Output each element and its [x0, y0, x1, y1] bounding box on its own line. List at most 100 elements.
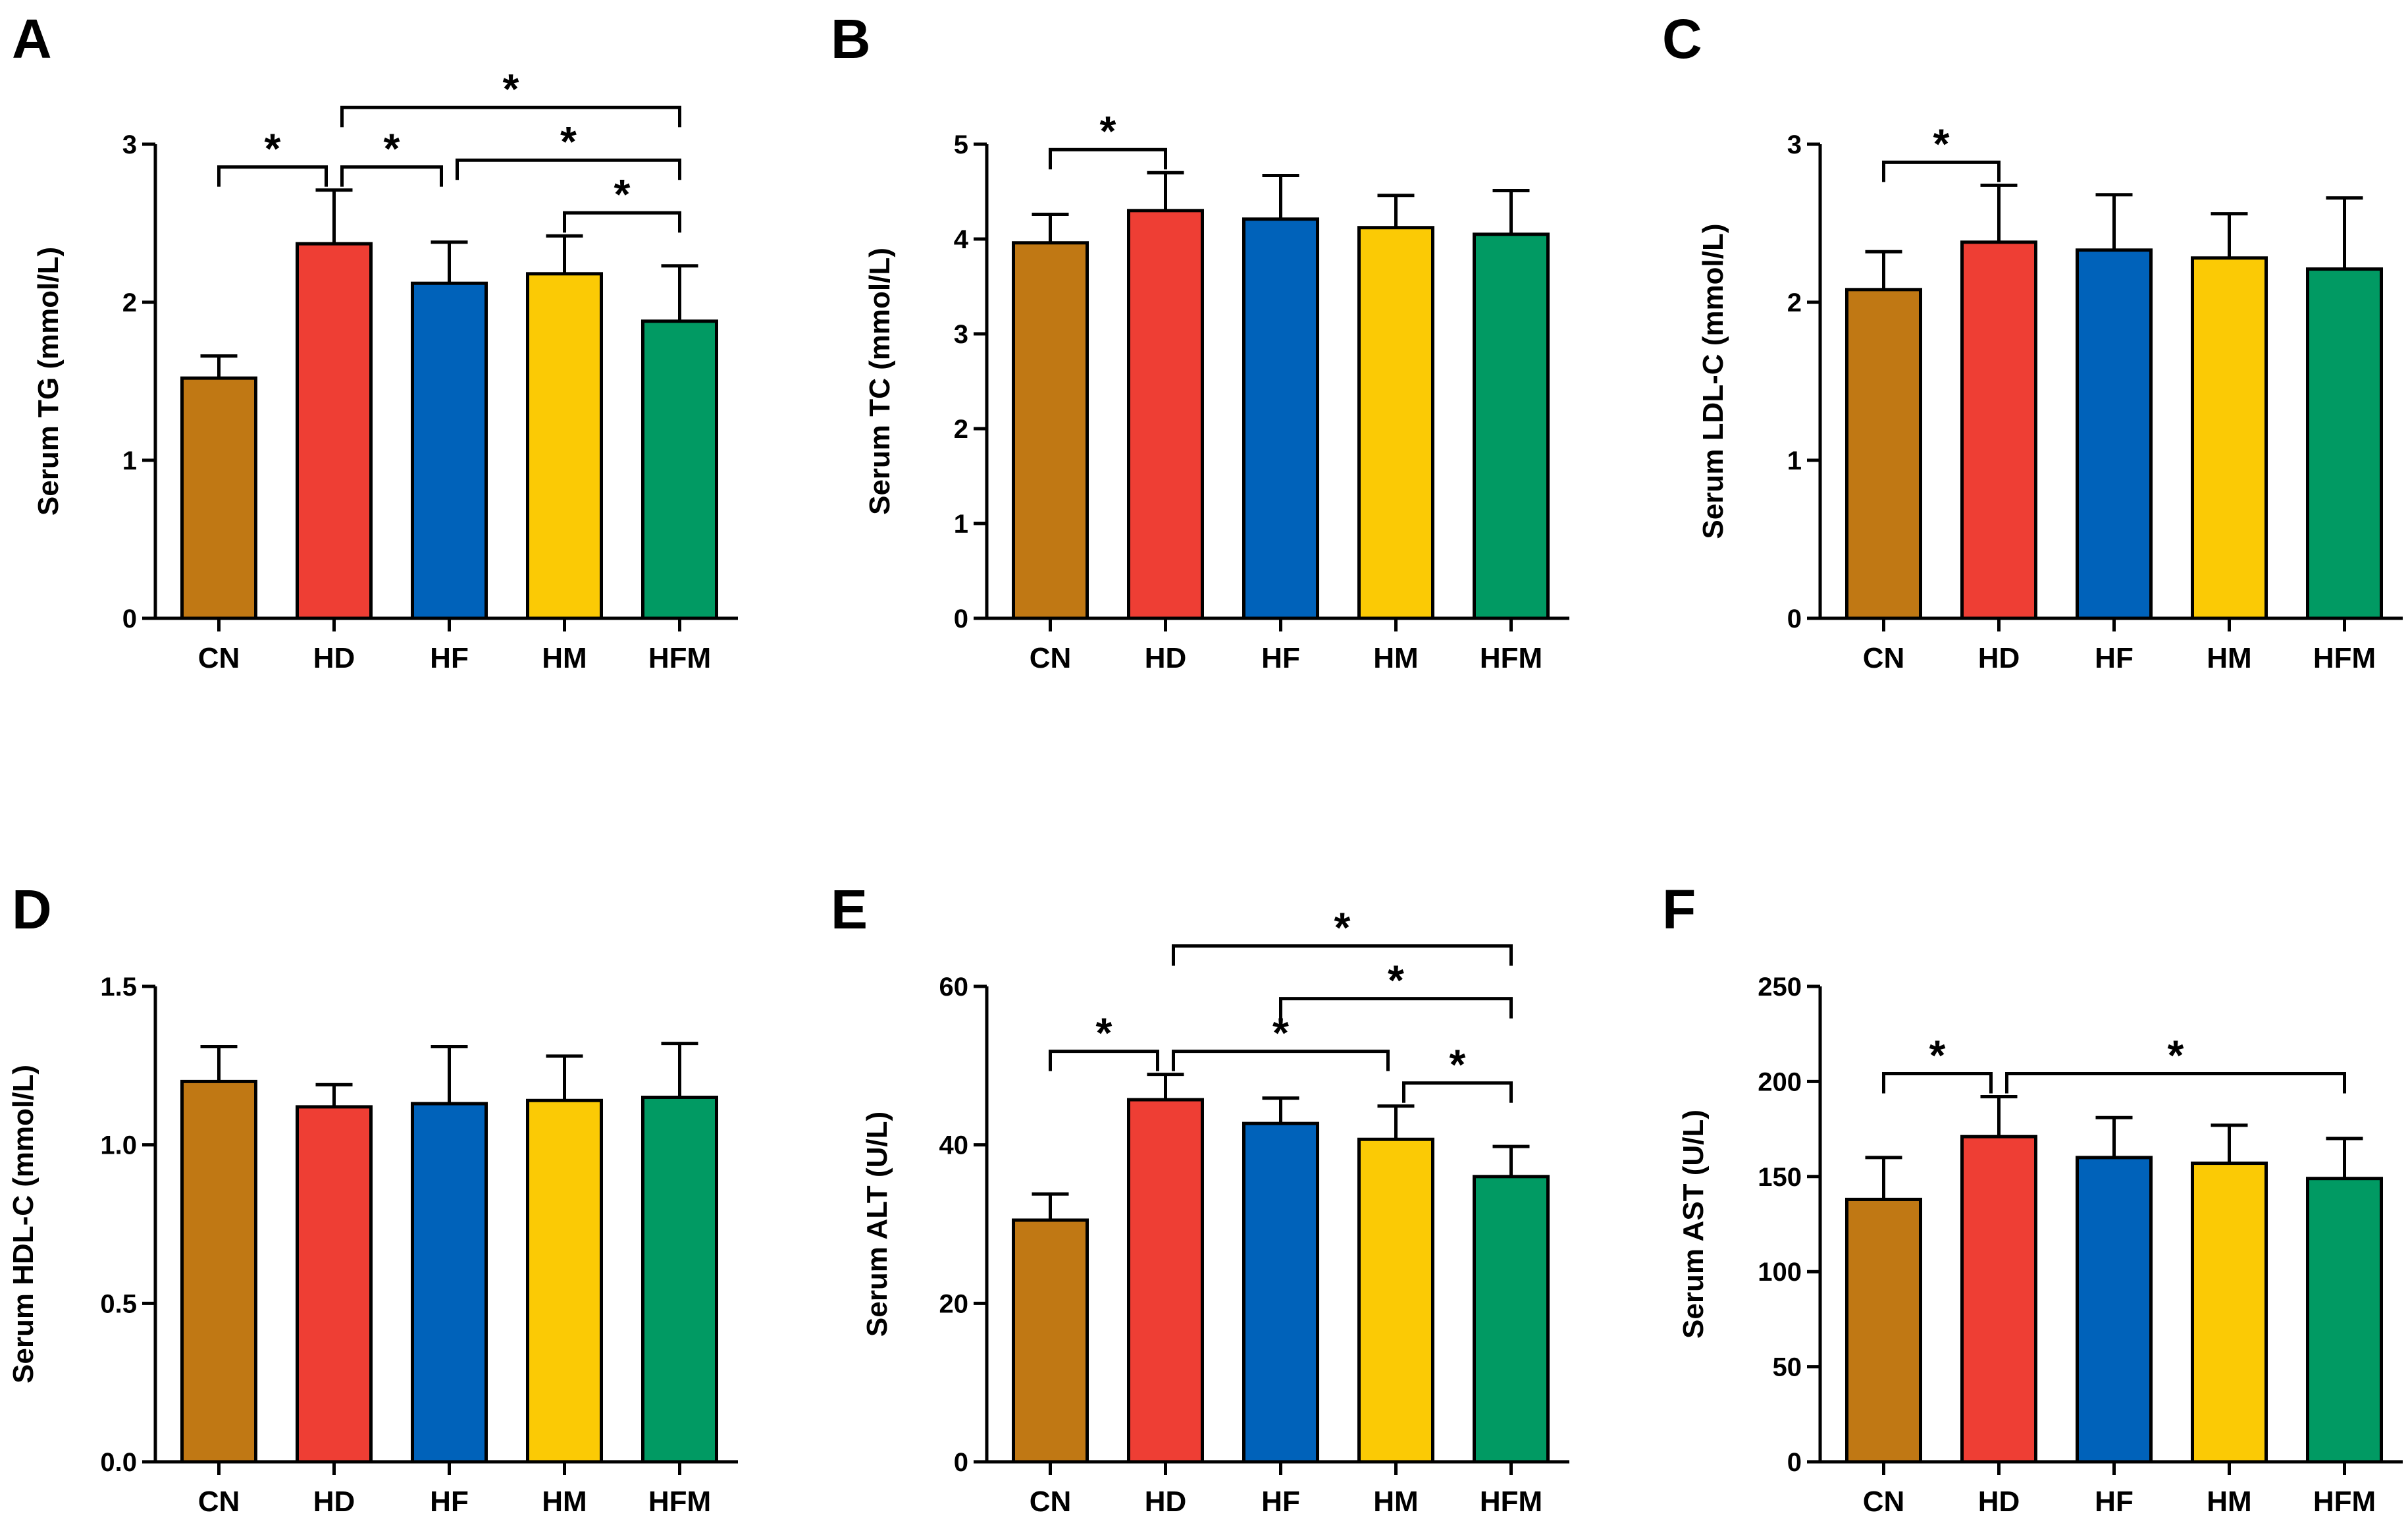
panel-letter: F [1662, 878, 1696, 940]
y-tick-label: 0.0 [100, 1448, 137, 1477]
x-tick-label-hm: HM [2207, 642, 2251, 674]
error-bar-hm [1377, 1104, 1415, 1140]
x-tick-label-cn: CN [1030, 1486, 1072, 1518]
error-bar-cn [200, 1044, 238, 1082]
y-tick-label: 40 [939, 1131, 969, 1160]
x-tick-label-hf: HF [430, 1486, 469, 1518]
x-tick-label-hf: HF [1261, 642, 1300, 674]
error-bar-hf [431, 240, 468, 284]
x-tick-label-cn: CN [1863, 1486, 1905, 1518]
error-bar-hd [315, 188, 353, 244]
x-tick-label-hm: HM [2207, 1486, 2251, 1518]
y-tick-label: 20 [939, 1289, 969, 1318]
y-tick-label: 0.5 [100, 1289, 137, 1318]
y-tick-label: 4 [954, 225, 969, 254]
bar-hfm [641, 319, 718, 620]
significance-star: * [1933, 120, 1950, 167]
significance-bracket [2005, 1072, 2346, 1094]
error-bar-hfm [661, 1042, 698, 1098]
bar-hf [2076, 248, 2153, 620]
y-tick-label: 0 [954, 604, 968, 633]
panel-letter: C [1662, 8, 1702, 70]
bar-hfm [641, 1095, 718, 1464]
y-tick-label: 0 [122, 604, 137, 633]
y-axis-title: Serum HDL-C (mmol/L) [7, 1065, 39, 1383]
error-bar-hfm [661, 264, 698, 321]
bar-hd [1127, 209, 1204, 620]
significance-star: * [503, 65, 519, 113]
x-tick-label-hd: HD [313, 1486, 355, 1518]
error-bar-hf [2095, 1115, 2133, 1158]
panel-letter: E [831, 878, 868, 940]
bar-hm [2191, 1162, 2268, 1464]
chart-panel-c: C Serum LDL-C (mmol/L) 0 1 2 3 CN HD HF HM HFM * [1662, 8, 2403, 674]
x-tick-label-hd: HD [1978, 1486, 2020, 1518]
x-tick-label-hd: HD [1978, 642, 2020, 674]
error-bar-hm [2211, 212, 2248, 258]
y-tick-label: 2 [1787, 288, 1802, 317]
error-bar-hf [1262, 174, 1299, 219]
significance-bracket [1049, 1050, 1159, 1071]
error-bar-hm [546, 1054, 583, 1101]
bar-hfm [1473, 1175, 1550, 1464]
y-tick-label: 2 [954, 415, 968, 444]
significance-star: * [1100, 107, 1116, 155]
significance-bracket [1882, 1072, 1993, 1094]
significance-bracket [1402, 1081, 1513, 1103]
bar-hm [2191, 256, 2268, 620]
x-tick-label-cn: CN [198, 1486, 240, 1518]
significance-star: * [614, 171, 631, 218]
bar-hm [526, 1098, 603, 1464]
y-tick-label: 100 [1758, 1258, 1802, 1287]
bar-hm [526, 272, 603, 620]
x-tick-label-hfm: HFM [1480, 642, 1542, 674]
y-tick-label: 3 [122, 130, 137, 159]
x-tick-label-hfm: HFM [2313, 1486, 2376, 1518]
y-tick-label: 200 [1758, 1067, 1802, 1096]
y-tick-label: 0 [1787, 1448, 1802, 1477]
bar-hd [1127, 1098, 1204, 1464]
panel-letter: A [12, 8, 52, 70]
error-bar-hd [1147, 171, 1184, 211]
error-bar-hf [2095, 193, 2133, 250]
error-bar-hd [1980, 1095, 2018, 1137]
y-tick-label: 1 [122, 446, 137, 475]
y-tick-label: 3 [954, 320, 968, 349]
x-tick-label-hd: HD [1145, 1486, 1187, 1518]
bar-cn [1012, 1218, 1089, 1464]
y-axis-title: Serum LDL-C (mmol/L) [1697, 223, 1729, 539]
significance-bracket [1172, 1050, 1390, 1071]
chart-panel-d: D Serum HDL-C (mmol/L) 0.0 0.5 1.0 1.5 CN HD HF H… [7, 878, 738, 1518]
y-axis-title: Serum ALT (U/L) [861, 1112, 893, 1337]
y-tick-label: 1 [954, 510, 968, 539]
error-bar-hm [2211, 1123, 2248, 1164]
x-tick-label-hm: HM [542, 642, 587, 674]
error-bar-hd [1147, 1073, 1184, 1100]
error-bar-hd [315, 1083, 353, 1107]
significance-star: * [384, 125, 400, 173]
x-tick-label-cn: CN [1863, 642, 1905, 674]
x-tick-label-cn: CN [1030, 642, 1072, 674]
significance-bracket [1279, 997, 1513, 1019]
significance-bracket [217, 165, 328, 187]
bar-hf [411, 281, 488, 620]
significance-star: * [560, 118, 577, 165]
y-tick-label: 5 [954, 130, 968, 159]
x-tick-label-hm: HM [542, 1486, 587, 1518]
significance-bracket [340, 105, 681, 128]
significance-star: * [1334, 904, 1351, 951]
x-tick-label-hfm: HFM [648, 642, 711, 674]
y-tick-label: 3 [1787, 130, 1802, 159]
x-tick-label-hf: HF [2095, 642, 2133, 674]
bar-hf [1242, 217, 1319, 620]
x-tick-label-hf: HF [1261, 1486, 1300, 1518]
y-axis-title: Serum TG (mmol/L) [32, 247, 65, 516]
x-tick-label-hf: HF [430, 642, 469, 674]
chart-panel-a: A Serum TG (mmol/L) 0 1 2 3 CN HD HF HM HFM * * * * * [12, 8, 738, 674]
bar-cn [180, 376, 257, 620]
significance-bracket [1882, 160, 2001, 182]
error-bar-hfm [2326, 1137, 2363, 1179]
significance-bracket [563, 211, 681, 233]
